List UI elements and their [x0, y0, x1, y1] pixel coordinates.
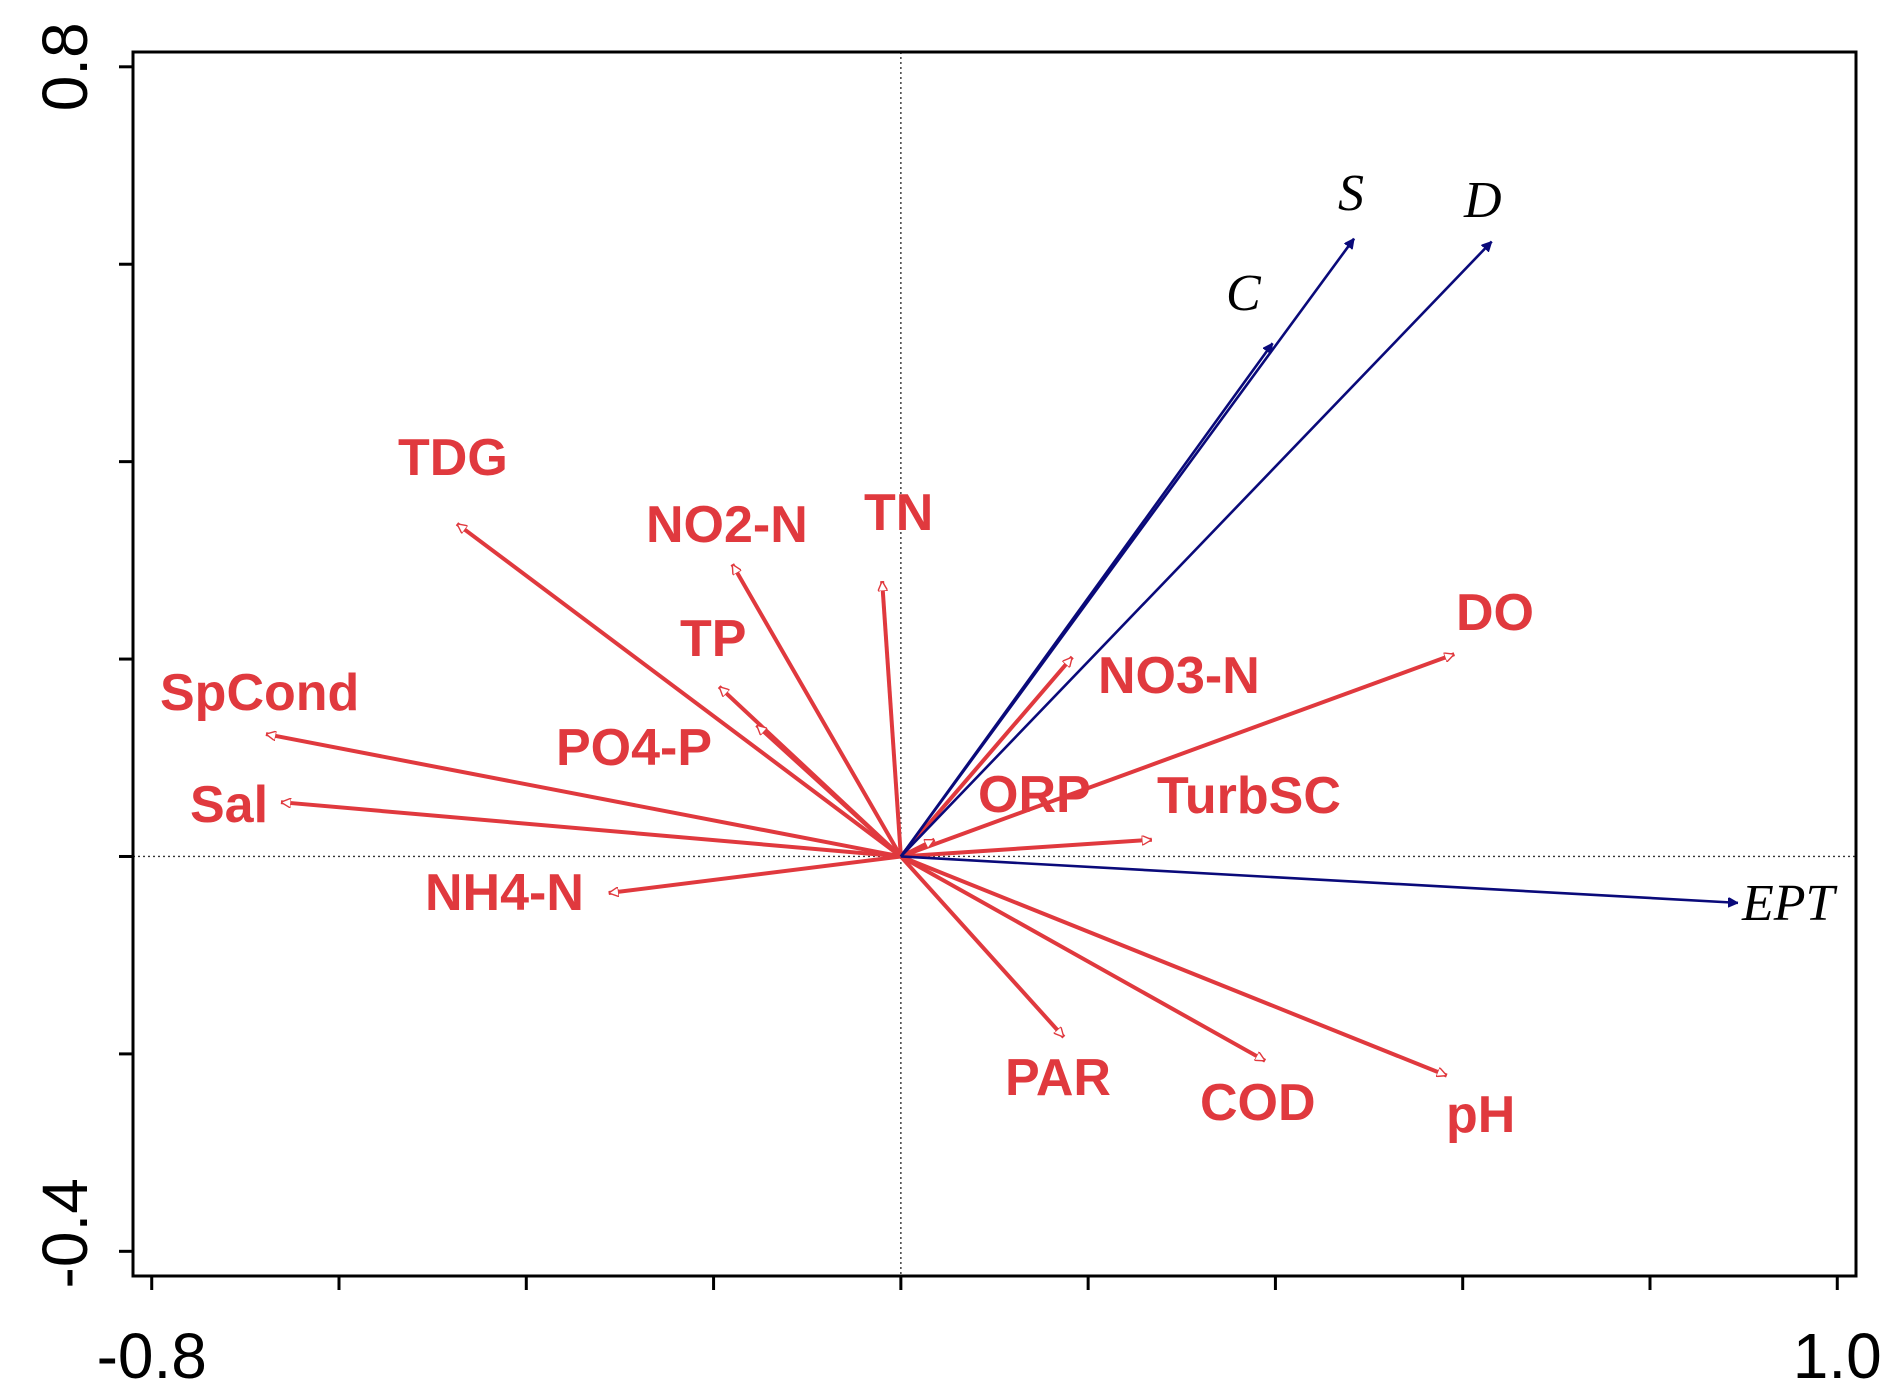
label-sal: Sal	[190, 776, 268, 834]
y-tick-label-min: -0.4	[29, 1178, 101, 1288]
arrow-no2-n	[730, 564, 903, 858]
label-tdg: TDG	[398, 429, 508, 487]
arrow-do	[900, 654, 1454, 859]
label-ept: EPT	[1741, 875, 1838, 932]
arrow-no3-n	[899, 655, 1074, 858]
label-cod: COD	[1200, 1074, 1316, 1132]
label-spcond: SpCond	[160, 664, 359, 722]
arrow-nh4-n	[609, 854, 902, 893]
arrow-par	[899, 855, 1066, 1039]
arrow-tdg	[457, 522, 903, 859]
x-tick-label-max: 1.0	[1793, 1320, 1882, 1386]
arrow-sal	[281, 802, 902, 859]
arrow-spcond	[266, 734, 902, 859]
label-tn: TN	[864, 484, 933, 542]
arrow-ph	[900, 854, 1447, 1078]
label-do: DO	[1456, 584, 1534, 642]
label-no2-n: NO2-N	[646, 496, 808, 554]
series-environmental: TDG NO2-N TN TP PO4-P SpCond Sal NH4-N NO3-N DO OR…	[160, 429, 1534, 1144]
arrow-c	[899, 343, 1274, 858]
label-par: PAR	[1005, 1049, 1111, 1107]
label-d: D	[1463, 172, 1502, 229]
label-s: S	[1338, 165, 1364, 222]
arrow-po4-p	[755, 723, 903, 858]
arrow-ept	[900, 855, 1738, 902]
label-turbsc: TurbSC	[1157, 767, 1341, 825]
label-po4-p: PO4-P	[556, 719, 712, 777]
arrow-orp	[899, 837, 935, 859]
plot-frame	[131, 50, 1858, 1278]
label-orp: ORP	[978, 766, 1091, 824]
label-nh4-n: NH4-N	[425, 864, 584, 922]
arrow-tn	[882, 581, 903, 857]
arrow-turbsc	[900, 840, 1152, 859]
label-ph: pH	[1446, 1086, 1515, 1144]
label-no3-n: NO3-N	[1098, 647, 1260, 705]
label-tp: TP	[680, 610, 746, 668]
x-tick-label-min: -0.8	[97, 1320, 207, 1386]
y-tick-label-max: 0.8	[29, 22, 101, 111]
series-species: S D C EPT	[899, 165, 1838, 932]
label-c: C	[1226, 265, 1262, 322]
arrow-cod	[899, 854, 1265, 1063]
arrow-d	[899, 240, 1493, 858]
